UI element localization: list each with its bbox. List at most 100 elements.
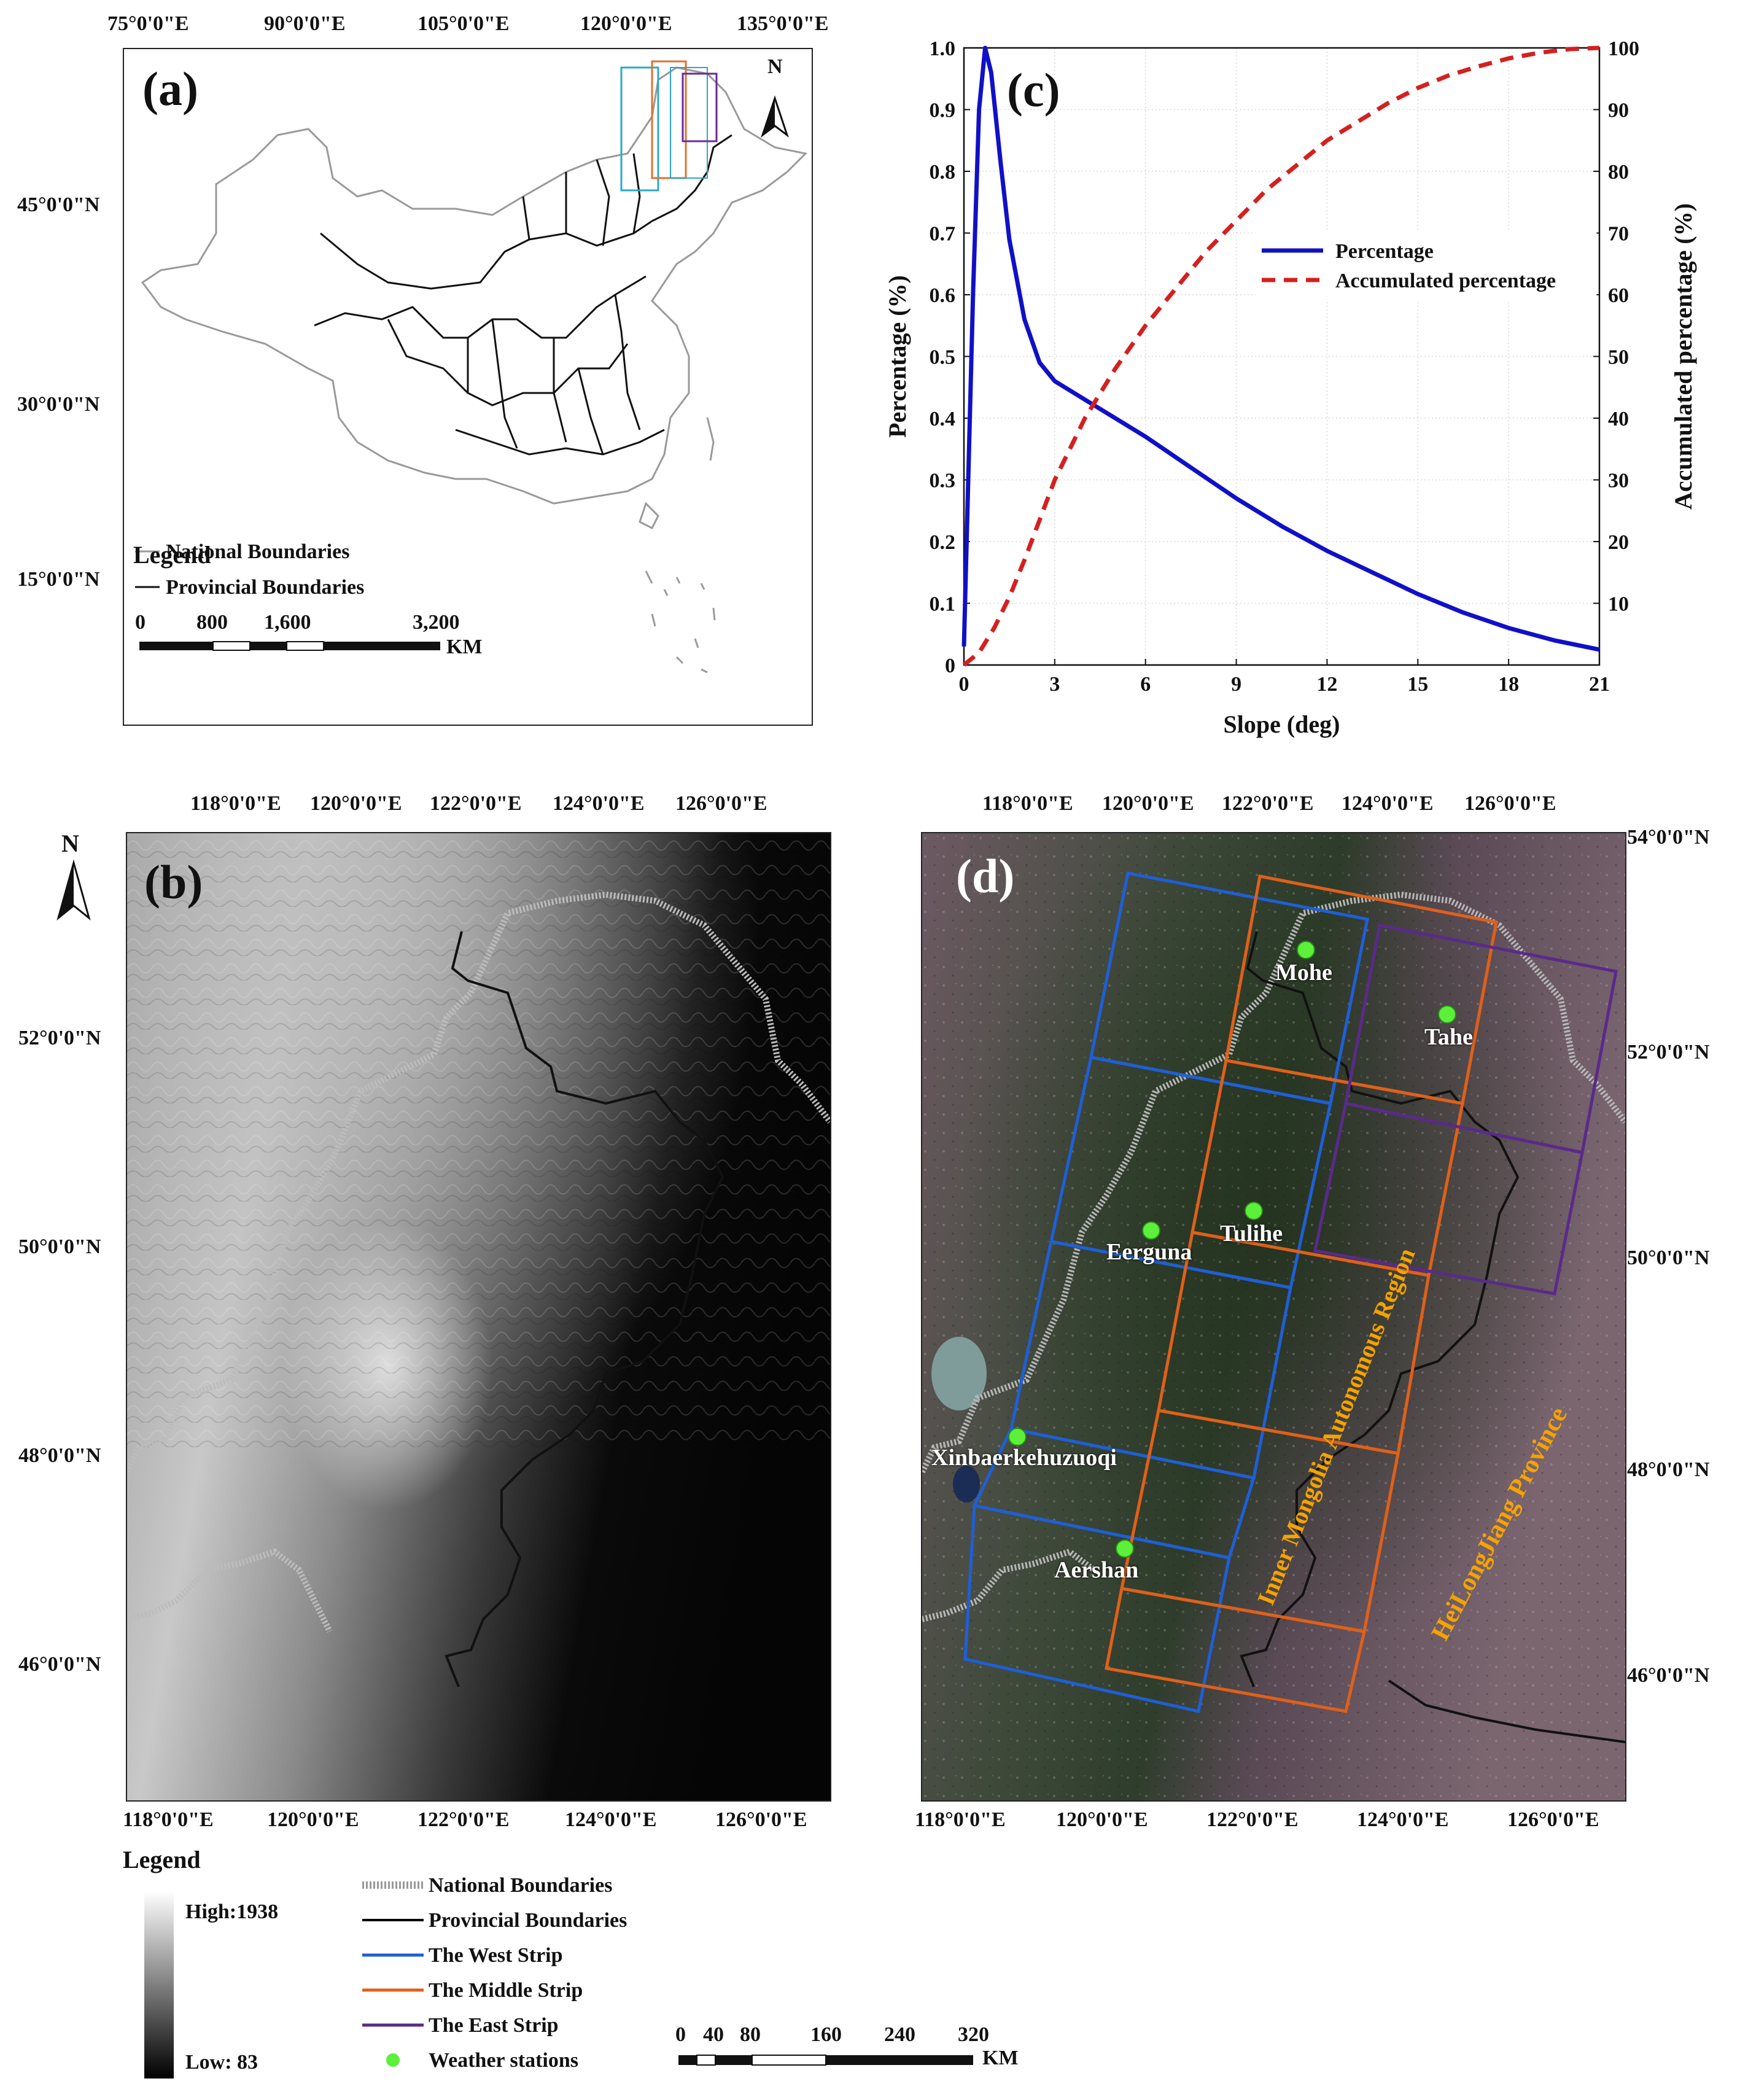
bottom-tick: 126°0'0"E xyxy=(1507,1808,1599,1831)
left-tick: 46°0'0"N xyxy=(18,1653,101,1676)
china-map xyxy=(135,60,808,674)
y2-tick-label: 100 xyxy=(1608,37,1639,60)
station-label-tahe: Tahe xyxy=(1424,1024,1473,1050)
legend-symbols xyxy=(362,1881,424,2067)
legend-box xyxy=(1255,231,1597,300)
bottom-tick: 120°0'0"E xyxy=(1056,1808,1148,1831)
y-tick-label: 0.2 xyxy=(930,531,956,554)
scale-label: 3,200 xyxy=(413,611,460,634)
right-tick: 50°0'0"N xyxy=(1627,1246,1710,1269)
right-tick: 54°0'0"N xyxy=(1627,826,1710,849)
top-tick: 120°0'0"E xyxy=(1102,792,1194,815)
legend-provincial-text: Provincial Boundaries xyxy=(166,576,365,599)
map-frame-a: (a) N Legend National Boundaries Nationa… xyxy=(123,48,813,726)
y2-axis-label: Accumulated percentage (%) xyxy=(1669,203,1697,510)
station-label-xinbaerkehuzuoqi: Xinbaerkehuzuoqi xyxy=(931,1445,1117,1471)
scale-unit: KM xyxy=(982,2047,1019,2069)
left-tick: 15°0'0"N xyxy=(17,568,100,591)
scale-label: 800 xyxy=(196,611,228,634)
elevation-high: High:1938 xyxy=(185,1900,279,1923)
north-arrow-icon xyxy=(56,859,91,921)
y2-tick-label: 20 xyxy=(1608,531,1629,554)
bottom-tick: 118°0'0"E xyxy=(915,1808,1006,1831)
scale-unit: KM xyxy=(446,636,483,658)
left-tick: 48°0'0"N xyxy=(18,1444,101,1467)
bottom-tick: 122°0'0"E xyxy=(1206,1808,1299,1831)
y2-tick-label: 80 xyxy=(1608,161,1629,184)
top-tick: 135°0'0"E xyxy=(737,12,829,35)
x-tick-label: 21 xyxy=(1589,673,1610,696)
legend-national-text: National Boundaries xyxy=(166,540,350,563)
top-tick: 120°0'0"E xyxy=(580,12,672,35)
y2-tick-label: 30 xyxy=(1608,470,1629,492)
legend-title: Legend xyxy=(123,1846,201,1873)
bottom-tick: 122°0'0"E xyxy=(418,1808,510,1831)
y-tick-label: 0.9 xyxy=(930,99,956,122)
legend-entry: Accumulated percentage xyxy=(1335,270,1556,292)
station-label-tulihe: Tulihe xyxy=(1220,1221,1283,1246)
station-dot-tulihe xyxy=(1245,1202,1263,1220)
legend-entry: Percentage xyxy=(1335,240,1434,263)
legend-item-weather-stations: Weather stations xyxy=(429,2049,578,2072)
legend-title: Legend xyxy=(133,541,211,569)
scale-label: 40 xyxy=(703,2023,724,2046)
bottom-tick: 124°0'0"E xyxy=(1357,1808,1449,1831)
x-axis-label: Slope (deg) xyxy=(1224,710,1340,738)
y-tick-label: 0.7 xyxy=(930,223,956,246)
station-dot-eerguna xyxy=(1142,1221,1160,1240)
dem-map-frame: (b) xyxy=(126,832,831,1802)
legend-item-provincial: Provincial Boundaries xyxy=(429,1909,627,1932)
station-dot-tahe xyxy=(1438,1005,1456,1024)
legend-item-east-strip: The East Strip xyxy=(429,2014,559,2037)
x-tick-label: 18 xyxy=(1498,673,1519,696)
top-tick: 105°0'0"E xyxy=(418,12,510,35)
station-dot-mohe xyxy=(1297,941,1315,959)
top-tick: 126°0'0"E xyxy=(675,792,767,815)
left-tick: 52°0'0"N xyxy=(18,1027,101,1049)
bottom-tick: 120°0'0"E xyxy=(267,1808,359,1831)
top-tick: 122°0'0"E xyxy=(430,792,522,815)
bottom-tick: 124°0'0"E xyxy=(565,1808,657,1831)
x-tick-label: 3 xyxy=(1049,673,1060,696)
dem-map xyxy=(127,833,830,1800)
scale-label: 80 xyxy=(740,2023,761,2046)
bottom-tick: 126°0'0"E xyxy=(715,1808,807,1831)
scale-label: 1,600 xyxy=(264,611,311,634)
y2-tick-label: 70 xyxy=(1608,223,1629,246)
x-tick-label: 9 xyxy=(1231,673,1241,696)
scale-bar-graphic xyxy=(678,2055,973,2066)
y-tick-label: 0.3 xyxy=(930,470,956,492)
right-tick: 46°0'0"N xyxy=(1627,1664,1710,1687)
bottom-tick: 118°0'0"E xyxy=(123,1808,214,1831)
y2-tick-label: 10 xyxy=(1608,593,1629,616)
y2-tick-label: 90 xyxy=(1608,99,1629,122)
y-axis-label: Percentage (%) xyxy=(884,275,911,438)
station-dot-aershan xyxy=(1116,1539,1134,1558)
legend-item-west-strip: The West Strip xyxy=(429,1944,563,1967)
y-tick-label: 1.0 xyxy=(930,37,956,60)
top-tick: 124°0'0"E xyxy=(553,792,645,815)
top-tick: 75°0'0"E xyxy=(107,12,189,35)
y-tick-label: 0.4 xyxy=(930,408,956,430)
plot-frame xyxy=(963,47,1601,666)
panel-label: (b) xyxy=(144,855,203,909)
station-label-eerguna: Eerguna xyxy=(1106,1239,1192,1265)
y-tick-label: 0.1 xyxy=(930,593,956,616)
series-line-accumulated-percentage xyxy=(962,45,1600,667)
y-tick-label: 0.5 xyxy=(930,346,956,369)
legend-item-middle-strip: The Middle Strip xyxy=(429,1979,583,2002)
scale-label: 160 xyxy=(810,2023,842,2046)
y-tick-label: 0.6 xyxy=(930,284,956,307)
x-tick-label: 0 xyxy=(959,673,969,696)
station-dot-xinbaerkehuzuoqi xyxy=(1008,1428,1027,1446)
y2-tick-label: 60 xyxy=(1608,284,1629,307)
left-tick: 50°0'0"N xyxy=(18,1235,101,1258)
top-tick: 126°0'0"E xyxy=(1464,792,1556,815)
top-tick: 90°0'0"E xyxy=(264,12,346,35)
elevation-colorbar xyxy=(144,1891,174,2079)
left-tick: 45°0'0"N xyxy=(17,193,100,216)
top-tick: 124°0'0"E xyxy=(1342,792,1434,815)
satellite-map: Inner Mongolia Autonomous Region xyxy=(922,833,1625,1800)
satellite-map-frame: Inner Mongolia Autonomous Region (d) Moh… xyxy=(921,832,1626,1802)
elevation-low: Low: 83 xyxy=(185,2051,258,2074)
